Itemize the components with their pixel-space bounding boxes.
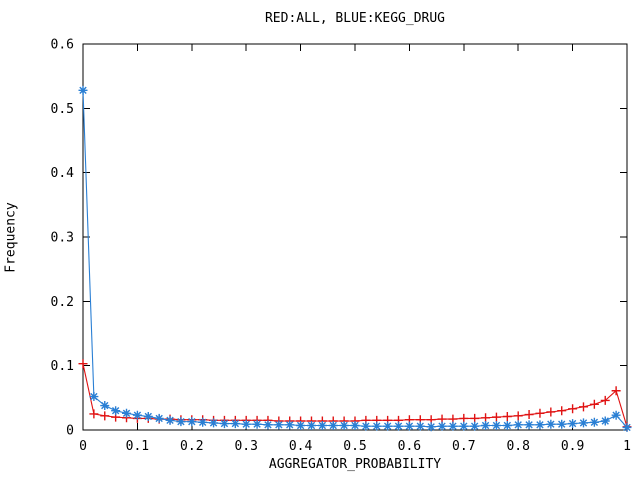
x-tick-label: 0 [79, 439, 87, 454]
y-tick-label: 0.1 [51, 359, 74, 374]
axes-group [82, 43, 628, 431]
y-tick-label: 0.5 [51, 102, 74, 117]
series-markers-asterisk [78, 85, 632, 432]
y-tick-label: 0.3 [51, 231, 74, 246]
x-tick-label: 0.1 [126, 439, 149, 454]
x-tick-label: 0.2 [180, 439, 203, 454]
series-kegg-drug [78, 85, 632, 432]
x-tick-label: 0.7 [452, 439, 475, 454]
x-tick-label: 1 [623, 439, 631, 454]
chart-title: RED:ALL, BLUE:KEGG_DRUG [264, 11, 445, 26]
y-tick-label: 0 [66, 424, 74, 439]
plot-border [82, 43, 628, 431]
y-tick-label: 0.6 [51, 38, 74, 53]
x-axis-label: AGGREGATOR_PROBABILITY [268, 457, 442, 472]
x-tick-label: 0.8 [506, 439, 529, 454]
series-line [82, 90, 628, 428]
y-tick-label: 0.2 [51, 295, 74, 310]
x-tick-label: 0.9 [561, 439, 584, 454]
y-tick-label: 0.4 [51, 166, 75, 181]
x-tick-label: 0.3 [234, 439, 257, 454]
x-tick-label: 0.6 [398, 439, 421, 454]
x-tick-label: 0.4 [289, 439, 313, 454]
x-tick-label: 0.5 [343, 439, 366, 454]
